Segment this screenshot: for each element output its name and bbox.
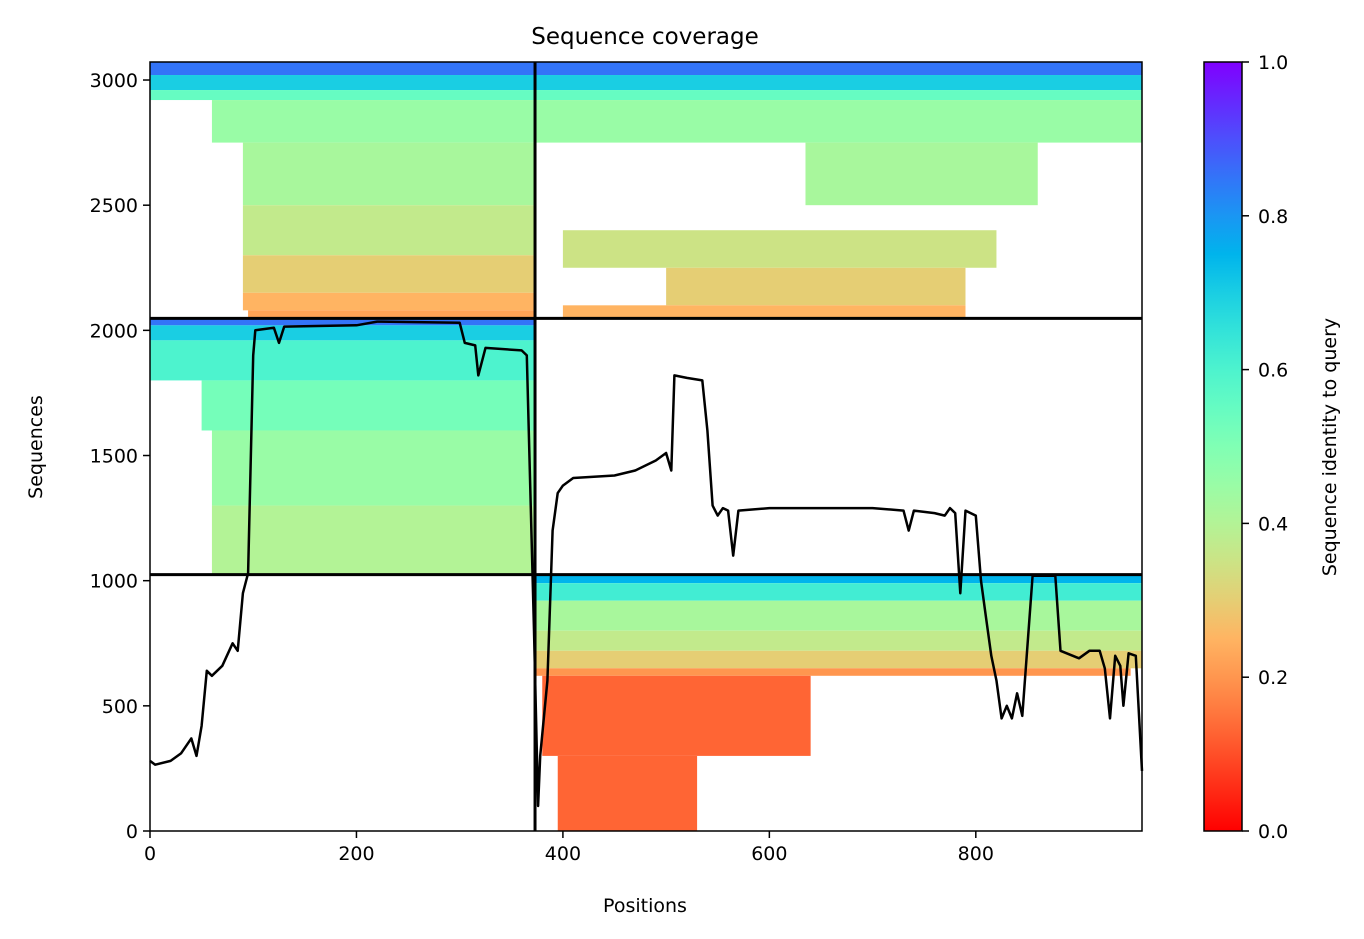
heatmap-cell	[150, 318, 536, 326]
heatmap-cell	[201, 380, 536, 431]
heatmap-cell	[242, 205, 536, 256]
x-tick-label: 600	[751, 843, 787, 865]
heatmap-cell	[535, 583, 1142, 601]
y-tick-label: 0	[126, 821, 138, 843]
heatmap-cell	[557, 755, 698, 831]
coverage-line	[149, 320, 1144, 808]
heatmap-cell	[542, 675, 811, 756]
heatmap-cell	[150, 90, 536, 101]
x-tick-label: 400	[545, 843, 581, 865]
heatmap-cell	[211, 100, 536, 143]
heatmap-cell	[242, 292, 536, 311]
heatmap-cell	[535, 574, 1142, 584]
colorbar-tick-label: 0.8	[1258, 206, 1288, 228]
colorbar	[1203, 61, 1243, 832]
heatmap-cell	[211, 430, 536, 506]
heatmap-cell	[805, 142, 1038, 206]
x-tick-label: 0	[144, 843, 156, 865]
heatmap-cell	[535, 90, 1142, 101]
y-tick-label: 1500	[90, 446, 138, 468]
heatmap-cell	[562, 230, 997, 268]
heatmap-cell	[242, 255, 536, 293]
heatmap-cell	[535, 668, 1131, 676]
heatmap-cell	[150, 325, 536, 341]
x-axis-label: Positions	[603, 895, 687, 917]
y-tick-label: 2000	[90, 320, 138, 342]
x-tick-label: 800	[958, 843, 994, 865]
heatmap-cell	[150, 62, 536, 76]
chart-title: Sequence coverage	[531, 24, 759, 50]
heatmap-cell	[535, 630, 1142, 651]
heatmap-cell	[535, 600, 1142, 631]
heatmap-cell	[666, 267, 966, 306]
heatmap-cell	[248, 310, 536, 319]
heatmap-cell	[535, 650, 1142, 669]
colorbar-tick-label: 0.6	[1258, 360, 1288, 382]
y-axis-label: Sequences	[25, 395, 47, 499]
heatmap-cell	[535, 75, 1142, 91]
heatmap-cell	[242, 142, 536, 206]
heatmap-cell	[150, 75, 536, 91]
heatmap-cell	[535, 100, 1142, 143]
y-tick-label: 3000	[90, 70, 138, 92]
y-tick-label: 2500	[90, 195, 138, 217]
plot-frame	[149, 61, 1143, 832]
y-tick-label: 500	[102, 696, 138, 718]
colorbar-label: Sequence identity to query	[1319, 318, 1341, 576]
heatmap-cell	[562, 305, 966, 319]
colorbar-tick-label: 1.0	[1258, 52, 1288, 74]
colorbar-tick-label: 0.2	[1258, 667, 1288, 689]
heatmap-cell	[535, 62, 1142, 76]
y-tick-label: 1000	[90, 571, 138, 593]
x-tick-label: 200	[338, 843, 374, 865]
colorbar-tick-label: 0.0	[1258, 821, 1288, 843]
heatmap-cell	[211, 505, 536, 575]
heatmap-cell	[150, 340, 536, 381]
colorbar-tick-label: 0.4	[1258, 513, 1288, 535]
